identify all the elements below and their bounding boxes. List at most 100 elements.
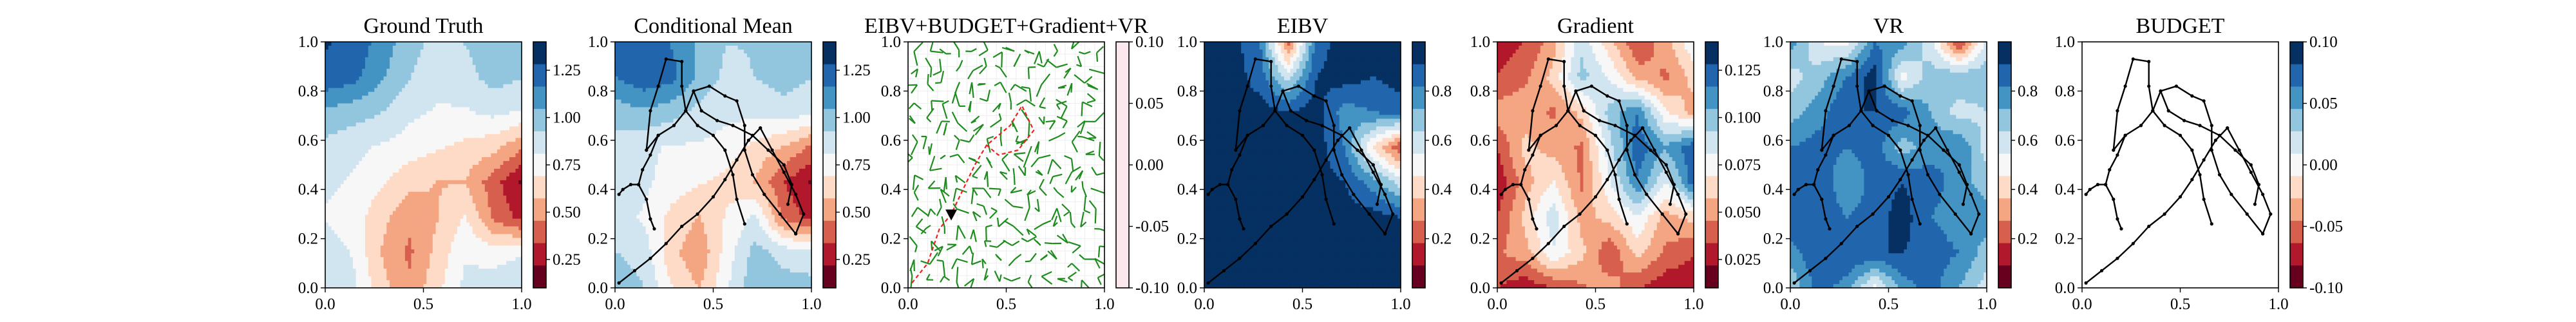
heat-cell — [500, 84, 504, 89]
heat-cell — [475, 269, 479, 273]
heat-cell — [774, 45, 779, 50]
heat-cell — [430, 180, 433, 185]
heat-cell — [673, 72, 677, 77]
heat-cell — [411, 45, 415, 50]
heat-cell — [417, 68, 421, 73]
heat-cell — [362, 61, 366, 66]
heat-cell — [340, 91, 345, 97]
heat-cell — [472, 45, 477, 50]
heat-cell — [408, 64, 412, 70]
heat-cell — [355, 199, 360, 204]
heat-cell — [395, 122, 399, 127]
heat-cell — [337, 187, 341, 193]
heat-cell — [734, 42, 739, 46]
heat-cell — [774, 84, 779, 89]
heat-cell — [475, 218, 479, 223]
heat-cell — [343, 245, 347, 250]
heat-cell — [334, 111, 338, 116]
heat-cell — [728, 64, 732, 70]
heat-cell — [512, 149, 516, 154]
heat-cell — [685, 91, 689, 97]
heat-cell — [460, 234, 464, 239]
heat-cell — [750, 61, 754, 66]
heat-cell — [497, 130, 501, 135]
heat-cell — [377, 265, 381, 269]
heat-cell — [661, 84, 665, 89]
heat-cell — [494, 234, 498, 239]
heat-cell — [402, 284, 406, 289]
heat-cell — [346, 195, 350, 200]
heat-cell — [512, 187, 516, 193]
heat-cell — [383, 280, 387, 285]
heat-cell — [466, 168, 470, 173]
heat-cell — [786, 72, 791, 77]
heat-cell — [710, 88, 714, 93]
heat-cell — [469, 276, 473, 281]
heat-cell — [454, 149, 458, 154]
heat-cell — [475, 130, 479, 135]
heat-cell — [430, 95, 433, 100]
heat-cell — [399, 207, 402, 212]
heat-cell — [494, 118, 498, 123]
heat-cell — [460, 49, 464, 54]
heat-cell — [420, 226, 424, 231]
heat-cell — [679, 45, 683, 50]
heat-cell — [472, 134, 477, 138]
heat-cell — [777, 64, 781, 70]
heat-cell — [420, 203, 424, 208]
heat-cell — [374, 91, 378, 97]
heat-cell — [448, 276, 451, 281]
heat-cell — [494, 68, 498, 73]
heat-cell — [328, 226, 332, 231]
heat-cell — [414, 157, 418, 162]
heat-cell — [386, 222, 390, 227]
heat-cell — [352, 57, 357, 62]
heat-cell — [346, 234, 350, 239]
heat-cell — [331, 88, 335, 93]
heat-cell — [728, 84, 732, 89]
heat-cell — [371, 45, 375, 50]
heat-cell — [435, 126, 439, 131]
heat-cell — [442, 269, 446, 273]
heat-cell — [340, 95, 345, 100]
heat-cell — [472, 91, 477, 97]
heat-cell — [630, 76, 634, 81]
heat-cell — [734, 45, 739, 50]
heat-cell — [350, 126, 354, 131]
heat-cell — [799, 84, 803, 89]
heat-cell — [343, 111, 347, 116]
heat-cell — [399, 138, 402, 142]
x-tick-label: 0.0 — [315, 296, 335, 313]
heat-cell — [420, 242, 424, 246]
heat-cell — [432, 284, 437, 289]
heat-cell — [359, 180, 363, 185]
heat-cell — [355, 149, 360, 154]
heat-cell — [352, 230, 357, 235]
heat-cell — [355, 234, 360, 239]
heat-cell — [408, 103, 412, 108]
heat-cell — [430, 230, 433, 235]
heat-cell — [435, 88, 439, 93]
heat-cell — [722, 76, 726, 81]
heat-cell — [768, 72, 772, 77]
heat-cell — [399, 284, 402, 289]
heat-cell — [395, 118, 399, 123]
heat-cell — [512, 269, 516, 273]
heat-cell — [475, 272, 479, 277]
heat-cell — [408, 184, 412, 189]
heat-cell — [371, 134, 375, 138]
heat-cell — [325, 72, 329, 77]
heat-cell — [371, 153, 375, 158]
heat-cell — [509, 45, 513, 50]
heat-cell — [392, 180, 397, 185]
heat-cell — [359, 242, 363, 246]
heat-cell — [466, 99, 470, 104]
heat-cell — [420, 249, 424, 254]
heat-cell — [371, 115, 375, 119]
heat-cell — [380, 126, 384, 131]
heat-cell — [750, 64, 754, 70]
heat-cell — [365, 142, 369, 146]
heat-cell — [423, 64, 427, 70]
heat-cell — [478, 134, 482, 138]
heat-cell — [454, 80, 458, 85]
